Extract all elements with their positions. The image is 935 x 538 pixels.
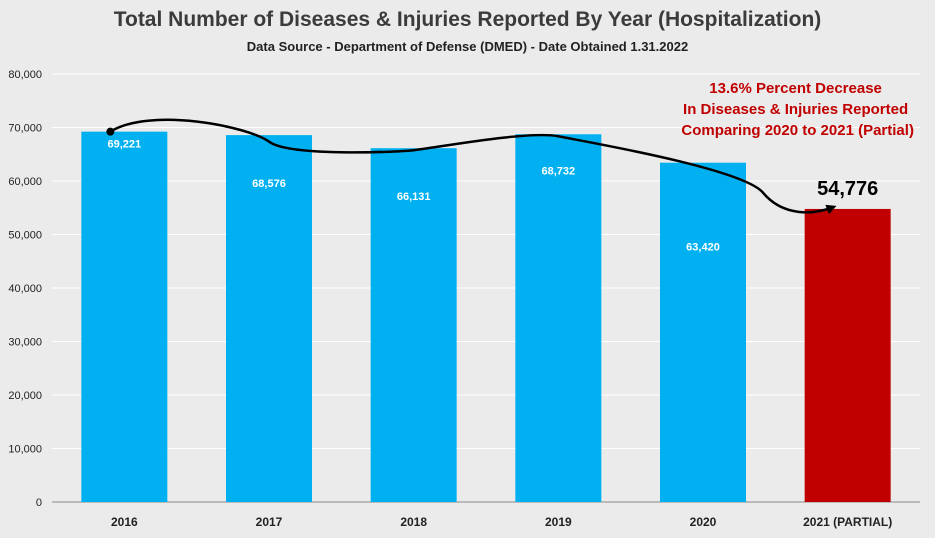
bar [226,135,312,502]
y-tick-label: 50,000 [8,230,42,242]
trend-arrow [109,118,837,215]
bars [81,131,891,502]
data-label: 68,732 [542,165,576,177]
x-tick-label: 2016 [111,515,138,529]
y-tick-label: 20,000 [8,390,42,402]
chart-subtitle: Data Source - Department of Defense (DME… [246,39,689,54]
y-tick-label: 40,000 [8,283,42,295]
x-axis-labels: 2016 2017 2018 2019 2020 2021 (PARTIAL) [111,515,892,529]
y-tick-label: 70,000 [8,123,42,135]
y-tick-label: 60,000 [8,176,42,188]
data-label: 54,776 [817,178,878,200]
gridlines [52,73,920,503]
annotation-line-3: Comparing 2020 to 2021 (Partial) [681,122,914,139]
y-tick-label: 10,000 [8,444,42,456]
bar [370,148,457,502]
x-tick-label: 2020 [690,515,717,529]
bar [804,208,891,502]
y-tick-label: 30,000 [8,337,42,349]
annotation-line-1: 13.6% Percent Decrease [709,80,882,97]
x-tick-label: 2018 [400,515,427,529]
y-tick-label: 0 [36,497,42,509]
y-axis-ticks: 0 10,000 20,000 30,000 40,000 50,000 60,000 70,… [8,69,42,509]
bar [660,162,746,502]
y-tick-label: 80,000 [8,69,42,81]
bar [515,134,602,502]
data-label: 69,221 [108,139,142,151]
x-tick-label: 2017 [256,515,283,529]
data-label: 63,420 [686,242,720,254]
decrease-annotation: 13.6% Percent Decrease In Diseases & Inj… [681,80,914,139]
bar [81,131,168,502]
x-tick-label: 2021 (PARTIAL) [803,515,892,529]
data-label: 68,576 [252,178,286,190]
trend-start-dot [106,127,115,136]
annotation-line-2: In Diseases & Injuries Reported [683,101,908,118]
data-labels: 69,221 68,576 66,131 68,732 63,420 54,776 [108,139,879,254]
data-label: 66,131 [397,191,431,203]
x-tick-label: 2019 [545,515,572,529]
chart-title: Total Number of Diseases & Injuries Repo… [113,8,822,31]
